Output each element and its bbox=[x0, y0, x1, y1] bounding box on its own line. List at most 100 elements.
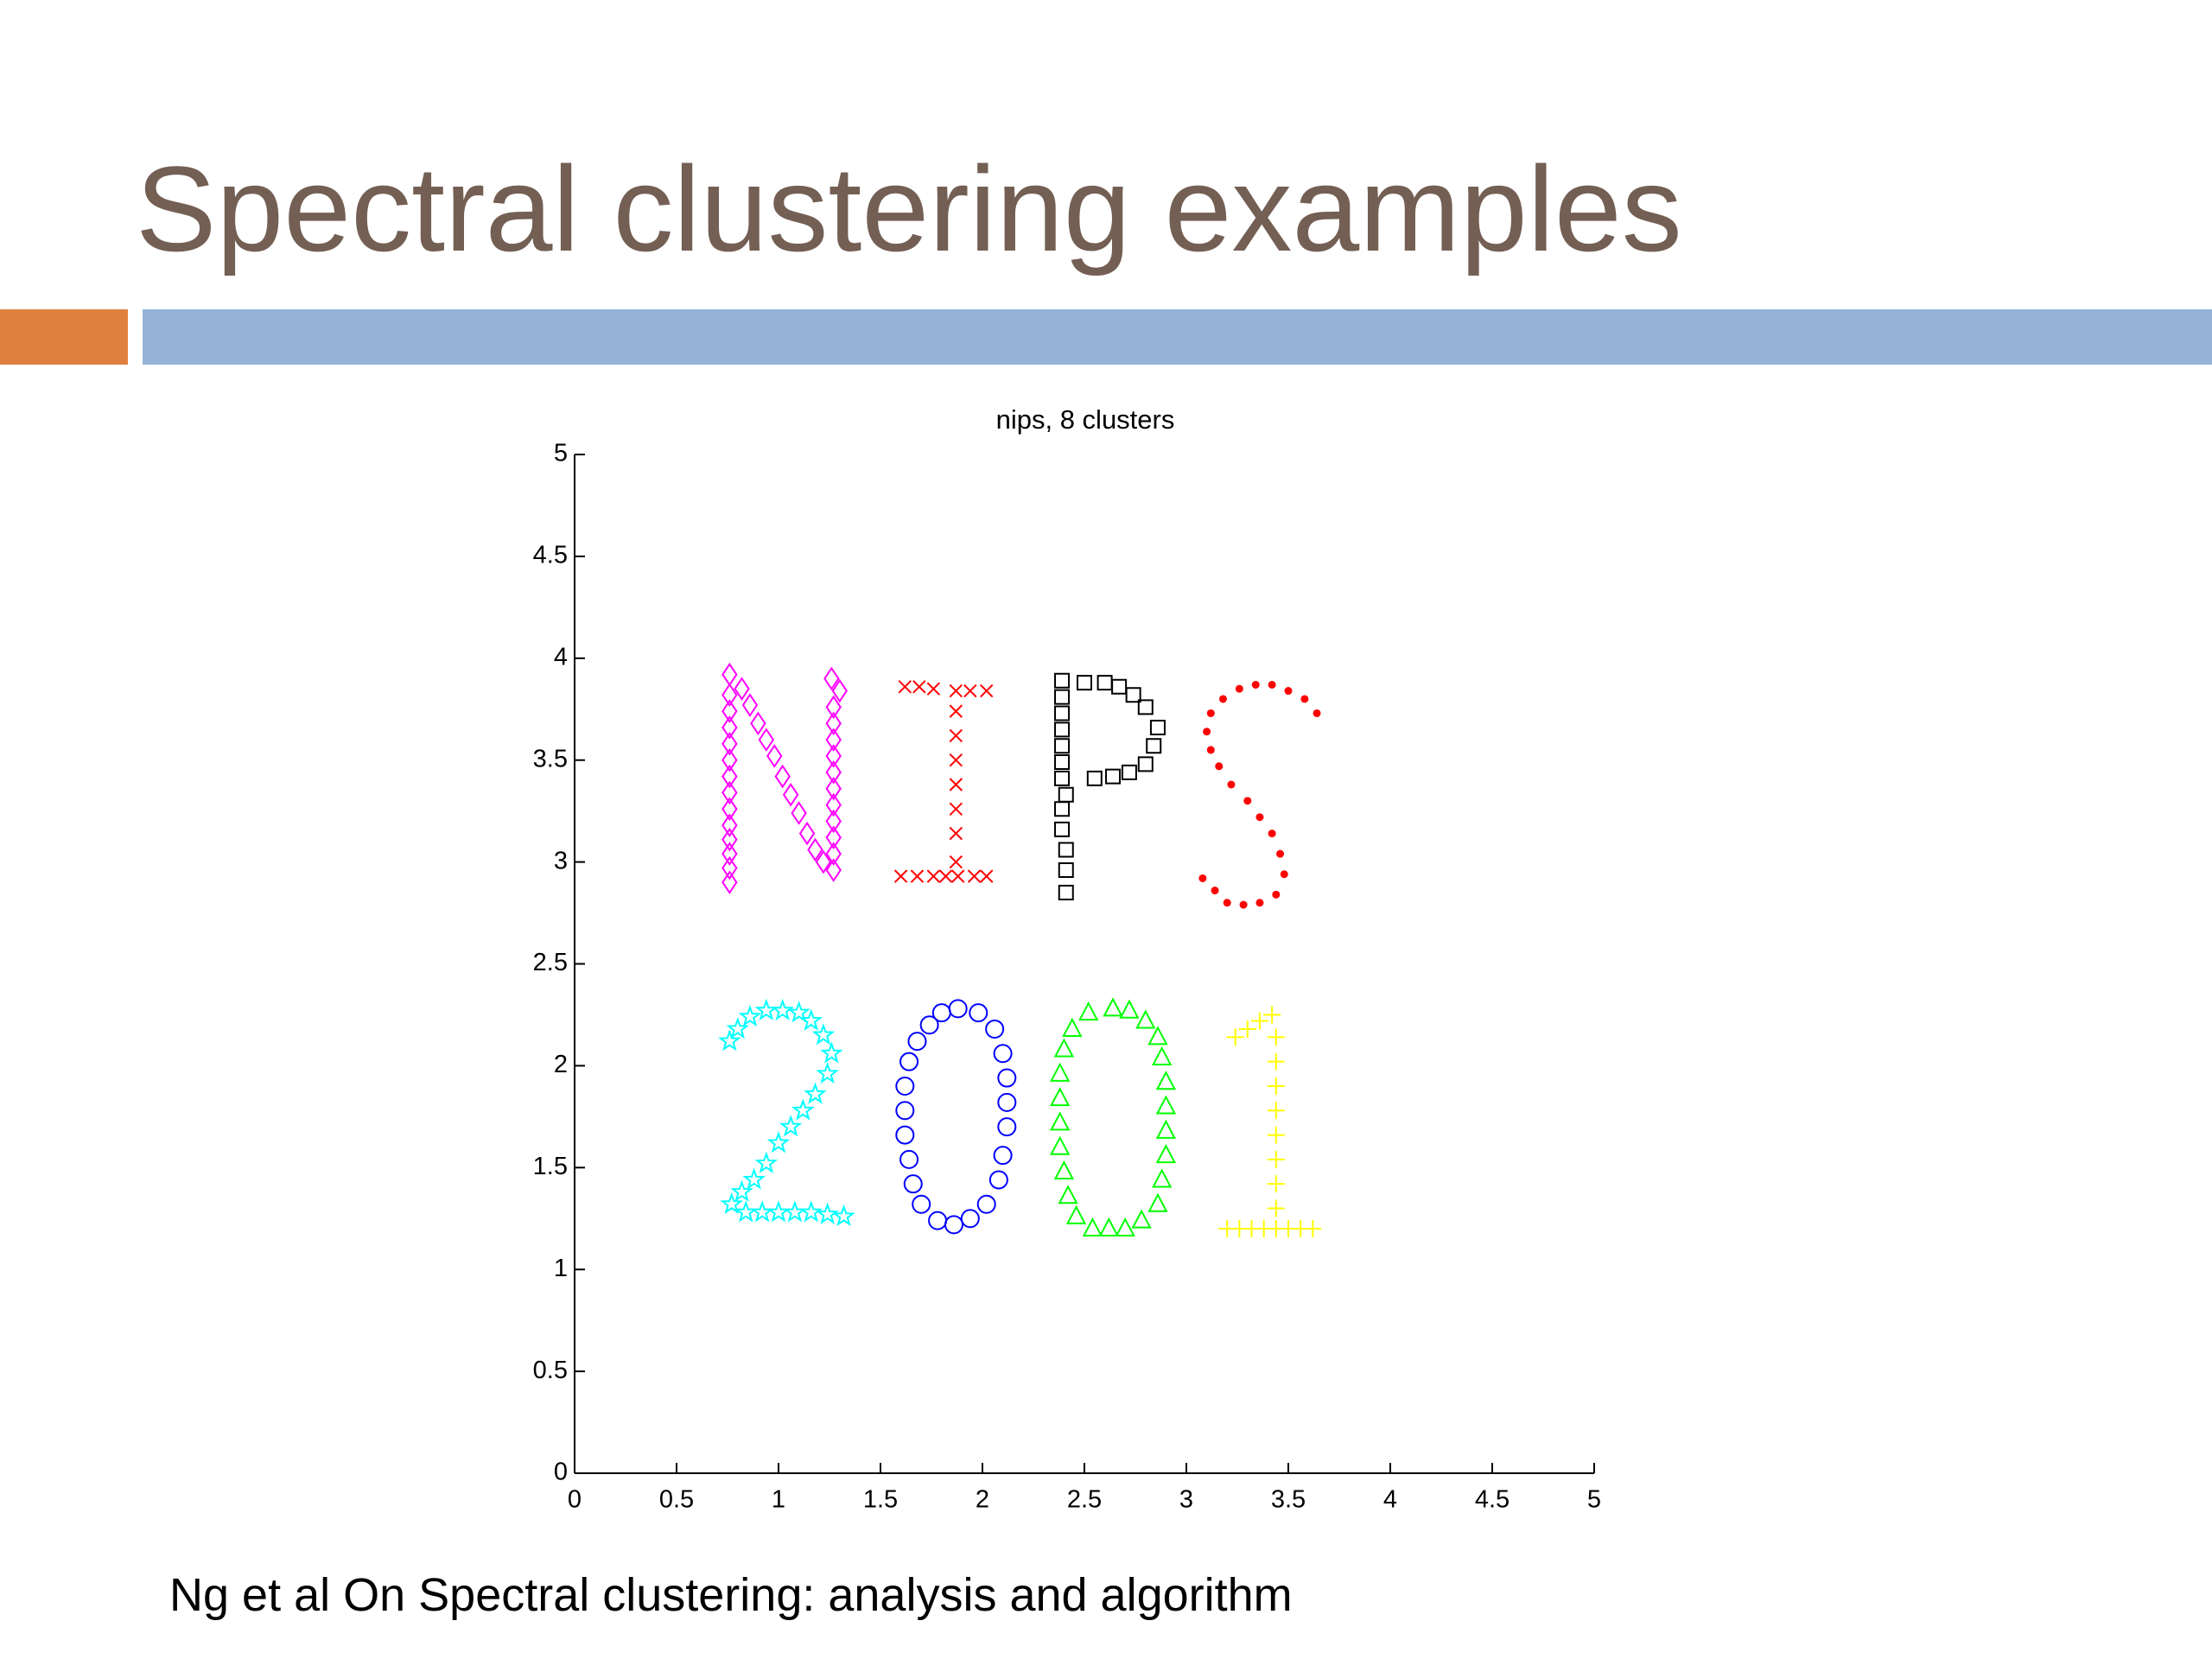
point bbox=[949, 683, 963, 698]
point bbox=[899, 1149, 919, 1169]
point bbox=[825, 809, 842, 834]
point bbox=[825, 695, 842, 720]
y-tick-label: 4.5 bbox=[533, 542, 568, 569]
point bbox=[1268, 680, 1276, 689]
x-tick-label: 5 bbox=[1587, 1486, 1601, 1514]
point bbox=[1050, 1111, 1071, 1131]
point bbox=[825, 744, 842, 768]
point bbox=[811, 1023, 836, 1046]
point bbox=[721, 855, 738, 880]
point bbox=[721, 715, 738, 740]
point bbox=[1267, 1150, 1285, 1168]
point bbox=[912, 680, 926, 694]
point bbox=[907, 1032, 927, 1052]
point bbox=[820, 1041, 843, 1064]
point bbox=[721, 813, 738, 837]
y-tick-label: 4 bbox=[554, 643, 568, 671]
point bbox=[721, 842, 738, 866]
point bbox=[1058, 842, 1074, 858]
point bbox=[1280, 870, 1288, 879]
accent-bar bbox=[0, 309, 128, 365]
point bbox=[1284, 687, 1293, 696]
point bbox=[1096, 675, 1113, 691]
point bbox=[1146, 738, 1162, 754]
point bbox=[928, 1211, 948, 1230]
point bbox=[734, 677, 750, 701]
point bbox=[1313, 709, 1321, 717]
point bbox=[1050, 1062, 1071, 1082]
point bbox=[910, 869, 925, 883]
point bbox=[1086, 770, 1103, 786]
point bbox=[1215, 762, 1224, 771]
point bbox=[1152, 1046, 1173, 1065]
point bbox=[948, 999, 968, 1019]
x-tick-label: 1 bbox=[772, 1486, 785, 1514]
point bbox=[1137, 756, 1154, 772]
point bbox=[1121, 764, 1137, 780]
point bbox=[750, 711, 766, 736]
point bbox=[960, 1209, 980, 1229]
point bbox=[1267, 1126, 1285, 1144]
point bbox=[825, 858, 842, 882]
point bbox=[1206, 709, 1215, 717]
point bbox=[782, 782, 799, 807]
point bbox=[825, 842, 842, 866]
point bbox=[1255, 899, 1264, 907]
point bbox=[967, 869, 982, 883]
point bbox=[766, 1131, 791, 1154]
point bbox=[1058, 884, 1074, 900]
point bbox=[799, 1200, 823, 1223]
point bbox=[976, 1194, 996, 1214]
point bbox=[718, 1029, 741, 1052]
point bbox=[825, 792, 842, 817]
y-tick-label: 2 bbox=[554, 1051, 568, 1078]
point bbox=[787, 1001, 810, 1023]
point bbox=[949, 778, 963, 791]
y-tick-label: 1 bbox=[554, 1255, 568, 1282]
point bbox=[1211, 887, 1219, 895]
point bbox=[1267, 1102, 1285, 1120]
point bbox=[1149, 719, 1166, 735]
point bbox=[1137, 699, 1154, 715]
y-tick-label: 3 bbox=[554, 847, 568, 874]
point bbox=[1054, 689, 1071, 705]
point bbox=[1152, 1168, 1173, 1188]
point bbox=[766, 1200, 791, 1223]
point bbox=[1105, 768, 1122, 785]
point bbox=[963, 683, 977, 698]
point bbox=[726, 1017, 750, 1039]
x-tick-label: 3.5 bbox=[1271, 1486, 1306, 1514]
point bbox=[825, 776, 842, 801]
point bbox=[997, 1068, 1017, 1088]
point bbox=[734, 1200, 758, 1223]
point bbox=[949, 704, 963, 718]
point bbox=[1119, 999, 1140, 1019]
point bbox=[832, 1204, 855, 1227]
y-tick-label: 3.5 bbox=[533, 745, 568, 772]
point bbox=[1155, 1119, 1177, 1139]
x-tick-label: 4.5 bbox=[1475, 1486, 1510, 1514]
point bbox=[730, 1179, 753, 1202]
point bbox=[1054, 754, 1071, 771]
point bbox=[1054, 705, 1071, 721]
x-tick-label: 2.5 bbox=[1067, 1486, 1102, 1514]
point bbox=[893, 869, 908, 883]
point bbox=[1054, 770, 1071, 786]
point bbox=[1276, 849, 1285, 858]
point bbox=[825, 760, 842, 785]
point bbox=[1054, 672, 1071, 689]
point bbox=[754, 998, 779, 1021]
y-tick-label: 0.5 bbox=[533, 1357, 568, 1384]
point bbox=[949, 728, 963, 743]
point bbox=[1078, 1001, 1099, 1021]
point bbox=[1050, 1086, 1071, 1107]
point bbox=[1135, 1009, 1156, 1029]
point bbox=[1077, 675, 1092, 691]
point bbox=[969, 1003, 988, 1023]
point bbox=[1103, 997, 1123, 1017]
point bbox=[721, 764, 738, 789]
point bbox=[1111, 678, 1128, 695]
point bbox=[980, 683, 994, 698]
point bbox=[1131, 1209, 1152, 1229]
